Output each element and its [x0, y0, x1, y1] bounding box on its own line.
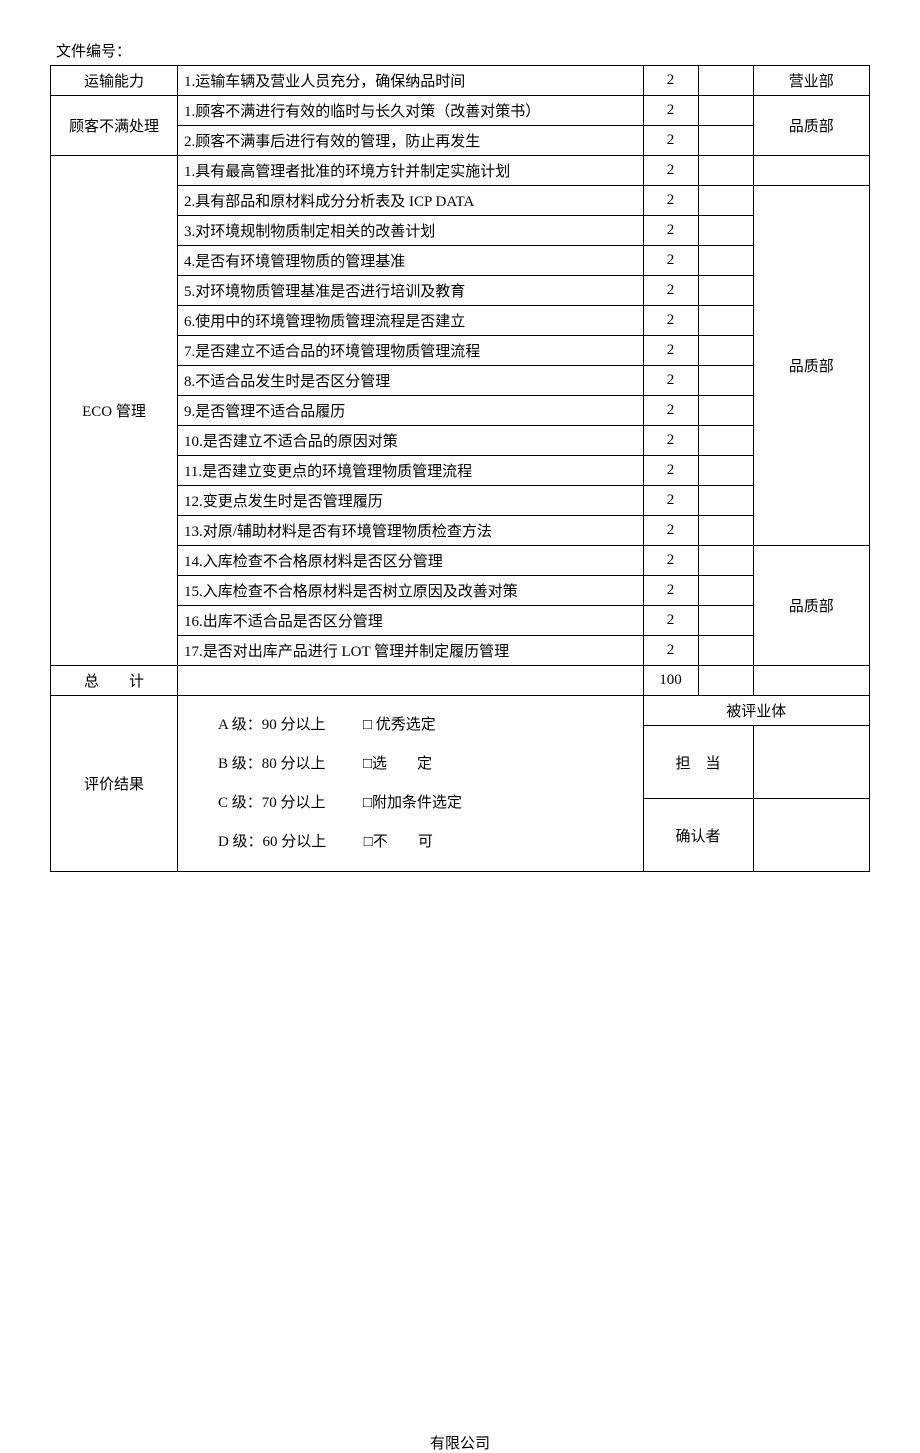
blank-cell: [698, 486, 753, 516]
eval-line-b: B 级：80 分以上 □选 定: [218, 745, 637, 784]
blank-cell: [698, 396, 753, 426]
item-cell: 2.具有部品和原材料成分分析表及 ICP DATA: [177, 186, 643, 216]
evaluation-table: 运输能力1.运输车辆及营业人员充分，确保纳品时间2营业部顾客不满处理1.顾客不满…: [50, 65, 870, 872]
item-cell: 9.是否管理不适合品履历: [177, 396, 643, 426]
item-cell: 7.是否建立不适合品的环境管理物质管理流程: [177, 336, 643, 366]
blank-cell: [698, 636, 753, 666]
item-cell: 17.是否对出库产品进行 LOT 管理并制定履历管理: [177, 636, 643, 666]
score-cell: 2: [643, 636, 698, 666]
score-cell: 2: [643, 306, 698, 336]
total-label: 总 计: [51, 666, 178, 696]
item-cell: 13.对原/辅助材料是否有环境管理物质检查方法: [177, 516, 643, 546]
dept-cell: [753, 156, 869, 186]
score-cell: 2: [643, 276, 698, 306]
eval-confirmer-value: [753, 799, 869, 872]
eval-assignee-value: [753, 726, 869, 799]
blank-cell: [698, 606, 753, 636]
category-cell: ECO 管理: [51, 156, 178, 666]
score-cell: 2: [643, 576, 698, 606]
category-cell: 顾客不满处理: [51, 96, 178, 156]
score-cell: 2: [643, 216, 698, 246]
item-cell: 1.运输车辆及营业人员充分，确保纳品时间: [177, 66, 643, 96]
item-cell: 1.具有最高管理者批准的环境方针并制定实施计划: [177, 156, 643, 186]
eval-result-label: 评价结果: [51, 696, 178, 872]
score-cell: 2: [643, 366, 698, 396]
total-value: 100: [643, 666, 698, 696]
item-cell: 2.顾客不满事后进行有效的管理，防止再发生: [177, 126, 643, 156]
table-row: ECO 管理1.具有最高管理者批准的环境方针并制定实施计划2: [51, 156, 870, 186]
eval-right-header: 被评业体: [643, 696, 869, 726]
dept-cell: 品质部: [753, 186, 869, 546]
item-cell: 4.是否有环境管理物质的管理基准: [177, 246, 643, 276]
blank-cell: [698, 126, 753, 156]
table-row: 顾客不满处理1.顾客不满进行有效的临时与长久对策（改善对策书）2品质部: [51, 96, 870, 126]
blank-cell: [698, 276, 753, 306]
item-cell: 16.出库不适合品是否区分管理: [177, 606, 643, 636]
total-blank: [698, 666, 753, 696]
score-cell: 2: [643, 66, 698, 96]
score-cell: 2: [643, 336, 698, 366]
category-cell: 运输能力: [51, 66, 178, 96]
blank-cell: [698, 456, 753, 486]
blank-cell: [698, 66, 753, 96]
item-cell: 14.入库检查不合格原材料是否区分管理: [177, 546, 643, 576]
item-cell: 8.不适合品发生时是否区分管理: [177, 366, 643, 396]
doc-number-label: 文件编号：: [56, 40, 870, 61]
blank-cell: [698, 156, 753, 186]
item-cell: 15.入库检查不合格原材料是否树立原因及改善对策: [177, 576, 643, 606]
score-cell: 2: [643, 126, 698, 156]
blank-cell: [698, 336, 753, 366]
total-dept-blank: [753, 666, 869, 696]
table-row: 运输能力1.运输车辆及营业人员充分，确保纳品时间2 营业部: [51, 66, 870, 96]
score-cell: 2: [643, 426, 698, 456]
item-cell: 10.是否建立不适合品的原因对策: [177, 426, 643, 456]
blank-cell: [698, 306, 753, 336]
dept-cell: 营业部: [753, 66, 869, 96]
blank-cell: [698, 246, 753, 276]
dept-cell: 品质部: [753, 546, 869, 666]
dept-cell: 品质部: [753, 96, 869, 156]
score-cell: 2: [643, 96, 698, 126]
item-cell: 12.变更点发生时是否管理履历: [177, 486, 643, 516]
blank-cell: [698, 546, 753, 576]
eval-grades-cell: A 级：90 分以上 □ 优秀选定 B 级：80 分以上 □选 定 C 级：70…: [177, 696, 643, 872]
item-cell: 11.是否建立变更点的环境管理物质管理流程: [177, 456, 643, 486]
score-cell: 2: [643, 156, 698, 186]
score-cell: 2: [643, 486, 698, 516]
blank-cell: [698, 576, 753, 606]
blank-cell: [698, 516, 753, 546]
eval-line-d: D 级：60 分以上 □不 可: [218, 823, 637, 862]
blank-cell: [698, 216, 753, 246]
blank-cell: [698, 96, 753, 126]
total-item-blank: [177, 666, 643, 696]
score-cell: 2: [643, 186, 698, 216]
blank-cell: [698, 366, 753, 396]
score-cell: 2: [643, 606, 698, 636]
eval-line-a: A 级：90 分以上 □ 优秀选定: [218, 706, 637, 745]
score-cell: 2: [643, 546, 698, 576]
score-cell: 2: [643, 456, 698, 486]
item-cell: 5.对环境物质管理基准是否进行培训及教育: [177, 276, 643, 306]
footer-company: 有限公司: [50, 1432, 870, 1453]
score-cell: 2: [643, 396, 698, 426]
score-cell: 2: [643, 246, 698, 276]
eval-assignee-label: 担 当: [643, 726, 753, 799]
score-cell: 2: [643, 516, 698, 546]
eval-line-c: C 级：70 分以上 □附加条件选定: [218, 784, 637, 823]
blank-cell: [698, 426, 753, 456]
item-cell: 6.使用中的环境管理物质管理流程是否建立: [177, 306, 643, 336]
total-row: 总 计 100: [51, 666, 870, 696]
item-cell: 1.顾客不满进行有效的临时与长久对策（改善对策书）: [177, 96, 643, 126]
eval-confirmer-label: 确认者: [643, 799, 753, 872]
item-cell: 3.对环境规制物质制定相关的改善计划: [177, 216, 643, 246]
blank-cell: [698, 186, 753, 216]
